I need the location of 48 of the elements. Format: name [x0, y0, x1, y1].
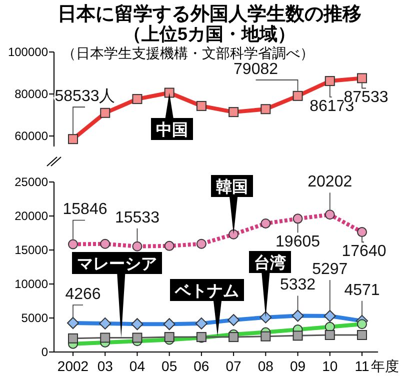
point — [260, 331, 271, 342]
x-tick-label: 11 — [354, 358, 370, 374]
y-tick-label: 25000 — [14, 175, 48, 190]
y-tick-label: 80000 — [14, 87, 48, 102]
data-label: 4266 — [65, 286, 101, 303]
data-label: 15533 — [114, 209, 160, 226]
annotation: （日本学生支援機構・文部科学省調べ） — [62, 45, 314, 61]
x-tick-label: 05 — [162, 358, 178, 374]
data-label: 4571 — [344, 282, 380, 299]
data-label: 17640 — [342, 243, 386, 260]
x-axis-title: 年度 — [371, 358, 399, 374]
series-label: 韓国 — [216, 178, 248, 196]
text: 台湾 — [254, 252, 286, 272]
data-label: 79082 — [234, 60, 278, 78]
point — [132, 332, 142, 343]
x-tick-label: 06 — [194, 358, 210, 374]
y-tick-label: 5000 — [21, 311, 48, 326]
series-label: ベトナム — [174, 282, 239, 300]
chart-title: 日本に留学する外国人学生数の推移 — [58, 3, 362, 25]
x-tick-label: 07 — [226, 358, 242, 374]
series-label: 中国 — [156, 120, 188, 139]
x-tick-label: 04 — [129, 358, 146, 374]
data-label: 19605 — [276, 234, 320, 251]
point — [164, 332, 174, 342]
point — [228, 332, 239, 342]
y-tick-label: 10000 — [14, 277, 48, 292]
data-label: 15846 — [62, 201, 108, 218]
x-tick-label: 03 — [97, 358, 114, 374]
x-tick-label: 08 — [258, 358, 274, 374]
x-tick-label: 09 — [290, 358, 306, 374]
y-tick-label: 100000 — [8, 45, 48, 60]
y-tick-label: 60000 — [14, 129, 48, 144]
data-label: 20202 — [308, 174, 352, 191]
point — [100, 332, 110, 343]
point — [357, 330, 367, 340]
point — [324, 330, 335, 340]
point — [68, 333, 78, 344]
chart-subtitle: （上位5カ国・地域） — [123, 24, 296, 44]
y-tick-label: 20000 — [14, 209, 48, 224]
y-tick-label: 15000 — [14, 243, 48, 258]
data-label: 58533人 — [54, 88, 116, 106]
x-tick-label: 10 — [322, 358, 338, 374]
data-label: 5332 — [280, 276, 316, 294]
point — [292, 330, 303, 341]
x-tick-label: 2002 — [57, 358, 89, 374]
data-label: 5297 — [312, 260, 348, 278]
text: マレーシア — [77, 256, 157, 273]
y-tick-label: 0 — [41, 345, 48, 360]
